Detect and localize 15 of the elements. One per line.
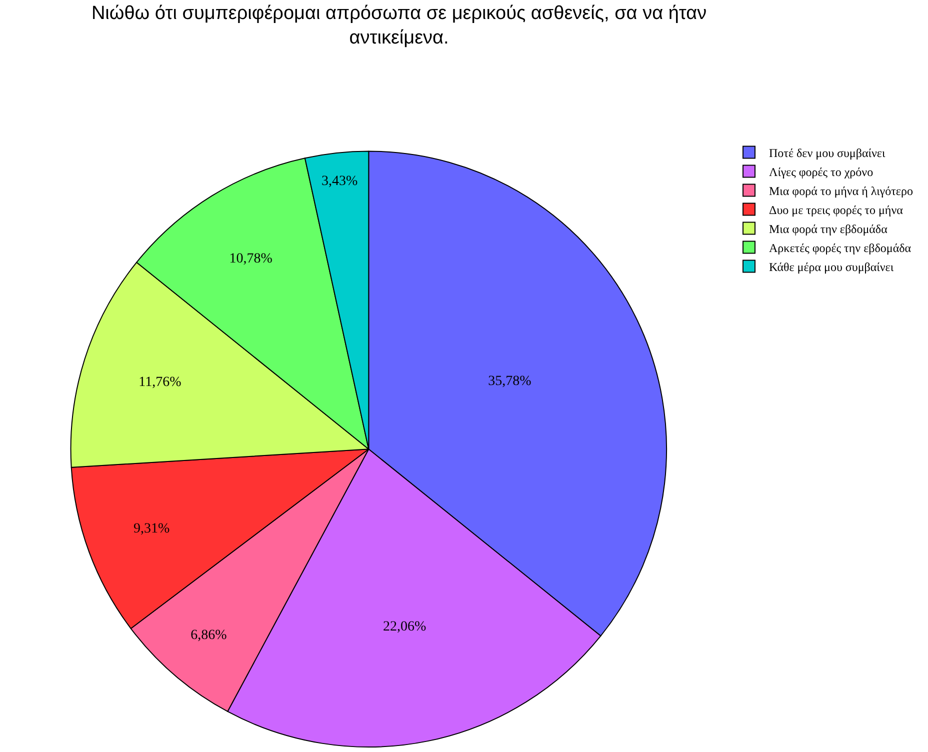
legend-label: Μια φορά το μήνα ή λιγότερο bbox=[769, 184, 913, 198]
legend-label: Μια φορά την εβδομάδα bbox=[769, 222, 888, 236]
data-label: 9,31% bbox=[134, 522, 170, 537]
data-label: 10,78% bbox=[229, 252, 273, 267]
data-label: 11,76% bbox=[138, 375, 182, 390]
data-label: 35,78% bbox=[488, 374, 532, 389]
legend-label: Κάθε μέρα μου συμβαίνει bbox=[769, 260, 894, 274]
data-label: 3,43% bbox=[321, 174, 358, 190]
legend-label: Αρκετές φορές την εβδομάδα bbox=[769, 240, 912, 255]
data-label: 22,06% bbox=[382, 620, 426, 635]
chart-title: Νιώθω ότι συμπεριφέρομαι απρόσωπα σε μερικούς ασθενείς, σα να ήταν αντικείμενα. bbox=[91, 2, 707, 48]
legend-label: Λίγες φορές το χρόνο bbox=[769, 164, 874, 179]
legend-label: Δυο με τρεις φορές το μήνα bbox=[769, 202, 904, 217]
data-label: 6,86% bbox=[190, 628, 228, 643]
legend-label: Ποτέ δεν μου συμβαίνει bbox=[769, 146, 886, 160]
